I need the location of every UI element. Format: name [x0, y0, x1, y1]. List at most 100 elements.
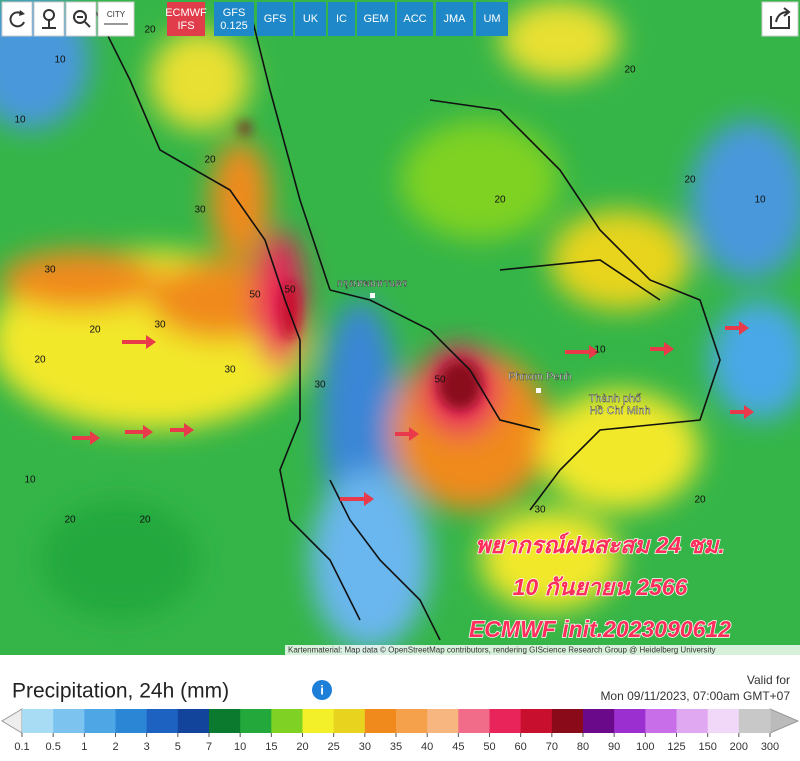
model-label: GEM [363, 13, 388, 25]
legend-title: Precipitation, 24h (mm) [12, 680, 229, 703]
model-sub-label: IFS [177, 20, 194, 32]
model-sub-label: 0.125 [220, 20, 248, 32]
model-label: GFS [223, 7, 246, 19]
model-label: GFS [264, 13, 287, 25]
model-button-bg [328, 2, 355, 36]
scale-tick-label: 5 [175, 741, 181, 753]
overlay-text: ECMWF init.2023090612 [469, 616, 731, 642]
model-button-bg [295, 2, 326, 36]
scale-tick-label: 15 [265, 741, 277, 753]
scale-swatch [583, 709, 615, 733]
borders [94, 9, 721, 641]
contour-label: 30 [534, 505, 546, 516]
scale-tick-label: 2 [112, 741, 118, 753]
contour-label: 30 [314, 380, 326, 391]
scale-swatch [146, 709, 179, 733]
share-button[interactable] [761, 1, 799, 37]
refresh-button[interactable] [1, 1, 33, 37]
model-button[interactable]: UK [295, 2, 326, 36]
scale-swatch [520, 709, 553, 733]
model-button[interactable]: JMA [436, 2, 473, 36]
scale-tick-label: 3 [144, 741, 150, 753]
scale-tick-label: 150 [698, 741, 716, 753]
scale-swatch [84, 709, 116, 733]
valid-label: Valid for [747, 673, 790, 687]
forecast-overlay: พยากรณ์ฝนสะสม 24 ชม. 10 กันยายน 2566 ECMWF… [468, 531, 732, 642]
scale-swatch [645, 709, 677, 733]
model-button[interactable]: IC [328, 2, 355, 36]
contour-label: 50 [284, 285, 296, 296]
scale-swatch [707, 709, 740, 733]
city-button[interactable]: CITY [97, 1, 135, 37]
scale-tick-label: 20 [296, 741, 308, 753]
model-button-bg [476, 2, 508, 36]
scale-swatch [333, 709, 366, 733]
model-button-bg [257, 2, 293, 36]
scale-swatch [115, 709, 148, 733]
scale-tick-label: 80 [577, 741, 589, 753]
scale-swatch [302, 709, 335, 733]
info-icon[interactable]: i [312, 680, 332, 700]
model-button-bg [357, 2, 395, 36]
contour-label: 20 [89, 325, 101, 336]
contour-label: 50 [249, 290, 261, 301]
model-label: UM [483, 13, 500, 25]
scale-tick-label: 70 [546, 741, 558, 753]
contour-label: 30 [224, 365, 236, 376]
scale-tick-label: 200 [730, 741, 748, 753]
scale-swatch [209, 709, 241, 733]
scale-swatch [489, 709, 522, 733]
contour-label: 30 [44, 265, 56, 276]
zoom-out-button[interactable] [65, 1, 97, 37]
scale-tick-label: 300 [761, 741, 779, 753]
model-button[interactable]: GEM [357, 2, 395, 36]
contour-label: 20 [684, 175, 696, 186]
contour-label: 20 [64, 515, 76, 526]
model-button-bg [214, 2, 254, 36]
contour-label: 10 [24, 475, 36, 486]
wind-arrows [72, 321, 754, 506]
scale-tick-label: 7 [206, 741, 212, 753]
contour-labels: 10 20 10 20 30 30 50 50 20 30 30 20 20 10 20 30 20 20 10 20… [14, 25, 766, 526]
precip-field: 10 20 10 20 30 30 50 50 20 30 30 20 20 10 20 30 20 20 10 20… [0, 0, 800, 655]
overlay-text: พยากรณ์ฝนสะสม 24 ชม. [475, 532, 725, 558]
valid-time: Mon 09/11/2023, 07:00am GMT+07 [600, 689, 790, 703]
location-button[interactable] [33, 1, 65, 37]
contour-label: 30 [194, 205, 206, 216]
scale-tick-label: 35 [390, 741, 402, 753]
legend: Precipitation, 24h (mm) i Valid for Mon … [0, 655, 800, 756]
contour-label: 20 [139, 515, 151, 526]
model-label: ACC [403, 13, 426, 25]
scale-swatch [427, 709, 459, 733]
scale-tick-label: 1 [81, 741, 87, 753]
scale-tick-label: 0.1 [14, 741, 29, 753]
color-scale: 0.1 0.5 1 2 3 5 7 10 15 20 25 30 35 40 45 50 60 70 80 90 100… [1, 708, 800, 753]
model-button-bg [436, 2, 473, 36]
scale-swatch [458, 709, 490, 733]
model-button[interactable]: ACC [397, 2, 433, 36]
contour-label: 10 [754, 195, 766, 206]
scale-swatch [22, 709, 54, 733]
scale-swatch [271, 709, 303, 733]
contour-label: 20 [694, 495, 706, 506]
contour-label: 20 [624, 65, 636, 76]
model-button[interactable]: GFS [257, 2, 293, 36]
city-marker [370, 293, 375, 298]
model-button[interactable]: UM [476, 2, 508, 36]
model-button-bg [397, 2, 433, 36]
contour-label: 20 [204, 155, 216, 166]
scale-tick-label: 45 [452, 741, 464, 753]
scale-tick-label: 40 [421, 741, 433, 753]
scale-swatch [177, 709, 210, 733]
scale-swatch [53, 709, 85, 733]
place-label: Hồ Chí Minh [589, 405, 650, 417]
scale-swatch [738, 709, 771, 733]
contour-label: 10 [594, 345, 606, 356]
attribution: Kartenmaterial: Map data © OpenStreetMap… [288, 646, 716, 655]
